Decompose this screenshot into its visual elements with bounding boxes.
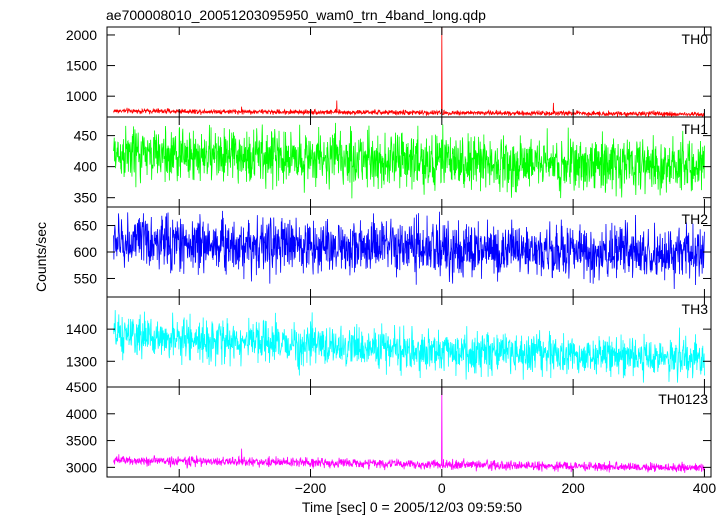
panel-th3: 1300 1400 TH3: [66, 296, 712, 388]
y-tick-label: 400: [74, 159, 98, 175]
y-tick-label: 550: [74, 270, 98, 286]
x-tick-label: 0: [438, 480, 446, 496]
panel-frame: [106, 26, 712, 118]
series-line-th1: [113, 122, 705, 199]
y-tick-label: 1400: [66, 321, 97, 337]
series-line-th2: [113, 210, 705, 289]
x-axis: −400 −200 0 200 400: [163, 480, 716, 496]
y-tick-label: 3500: [66, 433, 97, 449]
panel-frame: [106, 386, 712, 478]
series-name-th3: TH3: [682, 301, 709, 317]
panels: 1000 1500 2000 TH0 350 400 450 TH1 550 600 650 TH2 1…: [66, 26, 712, 478]
y-tick-label: 1500: [66, 58, 97, 74]
chart-title: ae700008010_20051203095950_wam0_trn_4ban…: [106, 7, 486, 23]
x-tick-label: 400: [693, 480, 717, 496]
x-tick-label: 200: [561, 480, 585, 496]
series-name-th2: TH2: [682, 211, 709, 227]
y-tick-label: 4500: [66, 379, 97, 395]
series-line-th3: [113, 310, 705, 383]
y-tick-label: 450: [74, 128, 98, 144]
x-tick-label: −200: [295, 480, 327, 496]
series-line-th0: [113, 27, 705, 117]
panel-th0: 1000 1500 2000 TH0: [66, 26, 712, 118]
y-tick-label: 2000: [66, 27, 97, 43]
y-tick-label: 1300: [66, 353, 97, 369]
y-tick-label: 650: [74, 218, 98, 234]
series-name-th0123: TH0123: [658, 391, 708, 407]
y-tick-label: 3000: [66, 459, 97, 475]
panel-th0123: 3000 3500 4000 4500 TH0123: [66, 379, 712, 478]
y-tick-label: 4000: [66, 406, 97, 422]
series-name-th0: TH0: [682, 31, 709, 47]
y-tick-label: 350: [74, 190, 98, 206]
y-axis-label: Counts/sec: [33, 222, 49, 292]
x-axis-label: Time [sec] 0 = 2005/12/03 09:59:50: [302, 499, 522, 515]
series-line-th0123: [113, 387, 705, 473]
y-tick-label: 1000: [66, 88, 97, 104]
y-tick-label: 600: [74, 244, 98, 260]
x-tick-label: −400: [163, 480, 195, 496]
panel-th2: 550 600 650 TH2: [74, 206, 712, 298]
panel-th1: 350 400 450 TH1: [74, 116, 712, 208]
series-name-th1: TH1: [682, 121, 709, 137]
